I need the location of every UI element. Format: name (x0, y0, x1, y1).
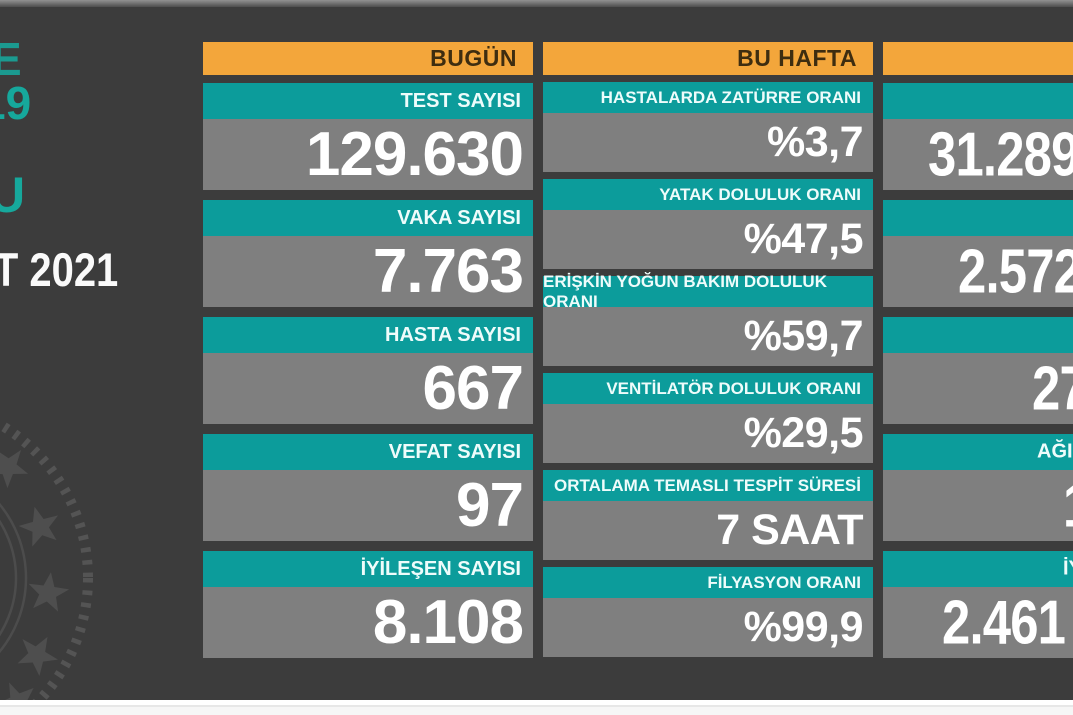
stat-value: 8.108 (203, 587, 533, 658)
stat-row-total-2: 2.572 (883, 200, 1073, 307)
stat-label-bar: VAKA SAYISI (203, 200, 533, 236)
stat-label: HASTALARDA ZATÜRRE ORANI (600, 87, 861, 107)
stat-row-ventilator: VENTİLATÖR DOLULUK ORANI %29,5 (543, 373, 873, 463)
stat-label-bar: FİLYASYON ORANI (543, 567, 873, 598)
stat-label: İYİLEŞEN SAYISI (360, 557, 521, 580)
stat-row-hasta: HASTA SAYISI 667 (203, 317, 533, 424)
sidebar-text-fragment: E (0, 33, 22, 85)
column-today: BUGÜN TEST SAYISI 129.630 VAKA SAYISI 7.… (203, 0, 533, 715)
stat-value-box: 27 (883, 353, 1073, 424)
stat-row-total-agir: AĞIR 1 (883, 434, 1073, 541)
stat-label-bar: İY (883, 551, 1073, 587)
stat-label-bar (883, 200, 1073, 236)
sidebar-text-fragment: U (0, 167, 26, 223)
stat-value-box: 1 (883, 470, 1073, 541)
stat-label-bar: HASTALARDA ZATÜRRE ORANI (543, 82, 873, 113)
stat-value-box: 31.289 (883, 119, 1073, 190)
stat-value: 7.763 (203, 236, 533, 307)
stat-value: %47,5 (543, 210, 873, 269)
ministry-seal-watermark-icon (0, 418, 93, 715)
stat-row-yogun-bakim: ERİŞKİN YOĞUN BAKIM DOLULUK ORANI %59,7 (543, 272, 873, 366)
stat-row-vefat: VEFAT SAYISI 97 (203, 434, 533, 541)
stat-label: ORTALAMA TEMASLI TESPİT SÜRESİ (554, 475, 861, 495)
stat-label: VAKA SAYISI (397, 206, 521, 229)
stat-label-bar: VEFAT SAYISI (203, 434, 533, 470)
stat-label-bar: HASTA SAYISI (203, 317, 533, 353)
stat-row-filyasyon: FİLYASYON ORANI %99,9 (543, 567, 873, 657)
stat-label: İY (1063, 557, 1073, 580)
stat-label: ERİŞKİN YOĞUN BAKIM DOLULUK ORANI (543, 271, 827, 311)
stat-row-test: TEST SAYISI 129.630 (203, 83, 533, 190)
stat-label-bar: YATAK DOLULUK ORANI (543, 179, 873, 210)
column-header-this-week: BU HAFTA (543, 42, 873, 75)
stat-label: HASTA SAYISI (385, 323, 521, 346)
stat-row-iyilesen: İYİLEŞEN SAYISI 8.108 (203, 551, 533, 658)
stat-label: FİLYASYON ORANI (707, 572, 861, 592)
stat-label-bar (883, 83, 1073, 119)
stat-label-bar (883, 317, 1073, 353)
stat-row-total-3: 27 (883, 317, 1073, 424)
column-header-today: BUGÜN (203, 42, 533, 75)
sidebar-text-fragment: 19 (0, 77, 32, 129)
stat-label-bar: ORTALAMA TEMASLI TESPİT SÜRESİ (543, 470, 873, 501)
stat-label: VENTİLATÖR DOLULUK ORANI (606, 378, 861, 398)
top-gray-strip (0, 0, 1073, 7)
stat-row-total-iyilesen: İY 2.461 (883, 551, 1073, 658)
stat-row-total-1: 31.289 (883, 83, 1073, 190)
stat-value: %59,7 (543, 307, 873, 366)
stat-value: 97 (203, 470, 533, 541)
stat-value: %29,5 (543, 404, 873, 463)
stat-value: %99,9 (543, 598, 873, 657)
stat-label: AĞIR (1037, 440, 1073, 463)
stat-label: TEST SAYISI (400, 89, 521, 112)
stat-label-bar: ERİŞKİN YOĞUN BAKIM DOLULUK ORANI (543, 272, 873, 311)
column-totals-partial: 31.289 2.572 27 AĞIR 1 İY 2.461 (883, 0, 1073, 715)
stat-row-zaturre: HASTALARDA ZATÜRRE ORANI %3,7 (543, 82, 873, 172)
stat-value: 2.461 (942, 588, 1066, 657)
stat-value-box: 2.572 (883, 236, 1073, 307)
stat-label-bar: VENTİLATÖR DOLULUK ORANI (543, 373, 873, 404)
stat-value: %3,7 (543, 113, 873, 172)
stat-value: 31.289 (928, 120, 1073, 189)
column-header-totals (883, 42, 1073, 75)
stat-row-temasli: ORTALAMA TEMASLI TESPİT SÜRESİ 7 SAAT (543, 470, 873, 560)
column-this-week: BU HAFTA HASTALARDA ZATÜRRE ORANI %3,7 Y… (543, 0, 873, 715)
stat-value: 1 (1063, 470, 1073, 541)
stat-value: 2.572 (958, 237, 1073, 306)
stat-label: VEFAT SAYISI (388, 440, 521, 463)
stat-row-yatak: YATAK DOLULUK ORANI %47,5 (543, 179, 873, 269)
stat-value-box: 2.461 (883, 587, 1073, 658)
stat-value: 27 (1032, 354, 1073, 423)
stat-label-bar: İYİLEŞEN SAYISI (203, 551, 533, 587)
bottom-white-strip (0, 700, 1073, 715)
stat-value: 129.630 (203, 119, 533, 190)
stat-row-vaka: VAKA SAYISI 7.763 (203, 200, 533, 307)
stat-label: YATAK DOLULUK ORANI (659, 184, 861, 204)
stat-value: 7 SAAT (543, 501, 873, 560)
stat-label-bar: AĞIR (883, 434, 1073, 470)
stat-label-bar: TEST SAYISI (203, 83, 533, 119)
stat-value: 667 (203, 353, 533, 424)
sidebar-date-fragment: AT 2021 (0, 243, 119, 296)
